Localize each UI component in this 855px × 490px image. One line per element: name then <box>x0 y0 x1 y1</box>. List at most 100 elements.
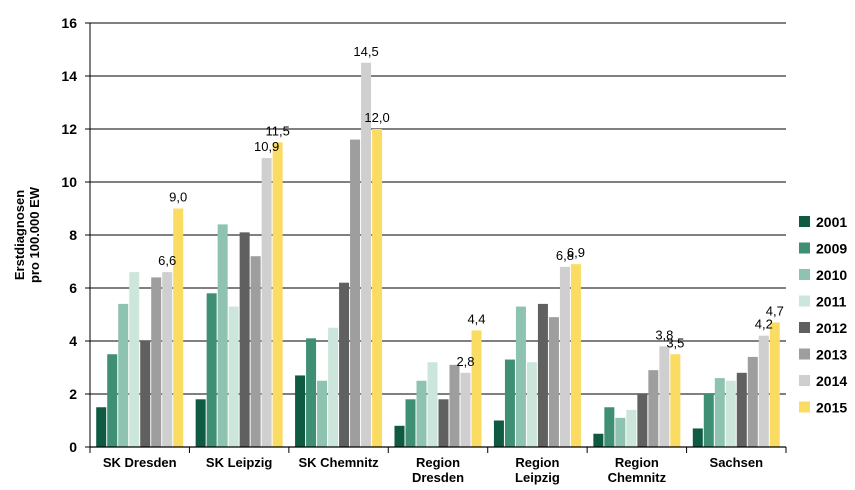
data-label: 4,4 <box>467 311 485 326</box>
legend-swatch <box>799 295 810 307</box>
bar-2014 <box>559 266 570 447</box>
bar-2015 <box>570 264 581 447</box>
bar-2014 <box>758 335 769 447</box>
bar-2014 <box>460 372 471 447</box>
y-tick-label: 0 <box>69 439 77 455</box>
bar-2001 <box>295 375 306 447</box>
data-labels: 6,6 9,0 10,911,5 14,5 12,0 2,8 4,4 6,86,9 3,83,5… <box>158 44 784 369</box>
legend-swatch <box>799 348 810 360</box>
x-tick-label: Region <box>615 455 659 470</box>
legend-label: 2013 <box>816 347 847 363</box>
legend-swatch <box>799 322 810 333</box>
x-tick-label: SK Chemnitz <box>298 455 379 470</box>
bar-2015 <box>670 354 681 447</box>
data-label: 3,5 <box>666 335 684 350</box>
data-label: 2,8 <box>456 354 474 369</box>
legend-label: 2001 <box>816 214 847 230</box>
y-axis-title: Erstdiagnosenpro 100.000 EW <box>12 186 42 283</box>
data-label: 6,9 <box>567 245 585 260</box>
bar-2013 <box>648 370 659 447</box>
bar-2001 <box>493 420 504 447</box>
bar-2001 <box>692 428 703 447</box>
bar-2014 <box>261 158 272 447</box>
legend-label: 2011 <box>816 294 847 310</box>
bar-2012 <box>637 394 648 447</box>
y-tick-label: 12 <box>61 121 77 137</box>
y-tick-label: 8 <box>69 227 77 243</box>
bar-2013 <box>747 356 758 447</box>
legend-swatch <box>799 242 810 254</box>
x-tick-label: SK Leipzig <box>206 455 273 470</box>
bar-2014 <box>659 346 670 447</box>
bar-2011 <box>228 306 239 447</box>
bar-2001 <box>96 407 107 447</box>
x-tick-label: Sachsen <box>710 455 764 470</box>
x-tick-label: Dresden <box>412 470 464 485</box>
y-axis-title-line: pro 100.000 EW <box>27 186 42 283</box>
data-label: 4,7 <box>766 303 784 318</box>
legend: 2001 2009 2010 2011 2012 2013 2014 2015 <box>799 214 847 416</box>
gridlines <box>90 22 786 395</box>
bar-2009 <box>703 394 714 447</box>
data-label: 6,8 <box>556 248 574 263</box>
x-tick-label: Region <box>515 455 559 470</box>
bar-2001 <box>394 425 405 447</box>
y-tick-label: 2 <box>69 386 77 402</box>
bar-2011 <box>725 380 736 447</box>
data-label: 12,0 <box>364 110 389 125</box>
data-label: 11,5 <box>265 123 289 138</box>
bar-2014 <box>361 62 372 447</box>
x-tick-label: Chemnitz <box>608 470 667 485</box>
bar-2013 <box>151 277 162 447</box>
bar-2010 <box>515 306 526 447</box>
bar-2011 <box>526 362 537 447</box>
bar-2012 <box>140 341 151 447</box>
bar-2001 <box>195 399 206 447</box>
legend-swatch <box>799 216 810 227</box>
bar-2012 <box>438 399 449 447</box>
bar-2015 <box>272 142 283 447</box>
y-tick-label: 4 <box>69 333 77 349</box>
bar-2009 <box>306 338 317 447</box>
bar-2012 <box>537 303 548 447</box>
bar-2009 <box>504 359 515 447</box>
data-label: 14,5 <box>353 44 378 59</box>
y-axis: 0 2 4 6 8 10 12 14 16 <box>61 15 90 455</box>
data-label: 10,9 <box>254 139 279 154</box>
bar-2001 <box>593 433 604 447</box>
legend-swatch <box>799 375 810 386</box>
legend-label: 2015 <box>816 400 847 416</box>
bar-2015 <box>471 330 482 447</box>
bar-2015 <box>372 129 383 447</box>
x-tick-label: Leipzig <box>515 470 560 485</box>
x-tick-label: SK Dresden <box>103 455 177 470</box>
data-label: 6,6 <box>158 253 176 268</box>
bar-2011 <box>626 409 637 447</box>
bar-2013 <box>250 256 261 447</box>
bars <box>96 62 780 447</box>
bar-2012 <box>239 232 250 447</box>
bar-2012 <box>736 372 747 447</box>
legend-swatch <box>799 401 810 413</box>
bar-2010 <box>714 378 725 447</box>
bar-2015 <box>173 208 184 447</box>
legend-label: 2012 <box>816 320 847 336</box>
bar-2015 <box>769 322 780 447</box>
legend-label: 2009 <box>816 241 847 257</box>
bar-2010 <box>317 380 328 447</box>
bar-2011 <box>427 362 438 447</box>
y-tick-label: 10 <box>61 174 77 190</box>
legend-label: 2010 <box>816 267 847 283</box>
bar-2009 <box>405 399 416 447</box>
bar-2009 <box>604 407 615 447</box>
bar-2010 <box>416 380 427 447</box>
legend-label: 2014 <box>816 373 847 389</box>
data-label: 3,8 <box>655 327 673 342</box>
bar-2010 <box>217 224 228 447</box>
bar-2011 <box>129 272 140 447</box>
y-axis-title-text: Erstdiagnosenpro 100.000 EW <box>12 186 42 283</box>
bar-2010 <box>118 303 129 447</box>
bar-2012 <box>339 282 350 447</box>
bar-2014 <box>162 272 173 447</box>
